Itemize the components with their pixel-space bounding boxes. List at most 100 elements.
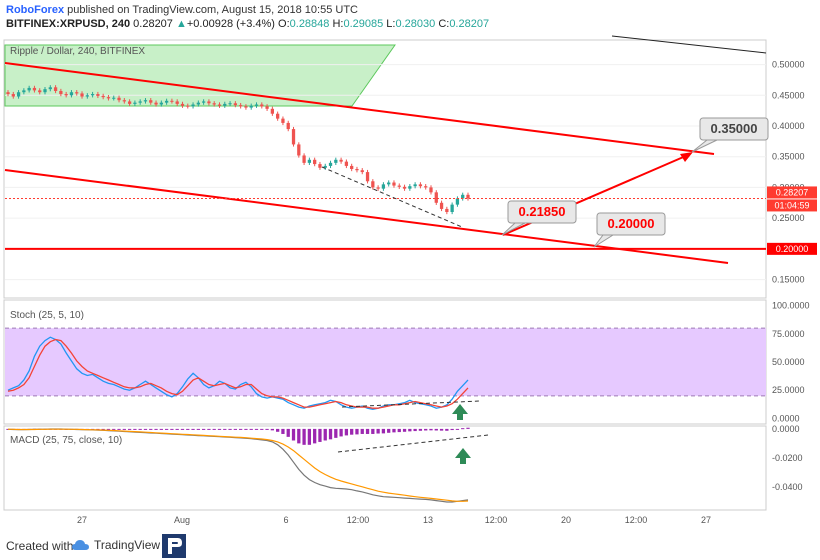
candle-body[interactable] — [85, 95, 89, 97]
candle-body[interactable] — [397, 185, 401, 187]
candle-body[interactable] — [117, 97, 121, 101]
candle-body[interactable] — [418, 184, 423, 187]
candle-body[interactable] — [344, 161, 349, 166]
candle-body[interactable] — [328, 162, 333, 166]
candle-body[interactable] — [239, 105, 243, 107]
candle-body[interactable] — [96, 94, 100, 96]
candle-body[interactable] — [75, 92, 79, 94]
candle-body[interactable] — [339, 159, 343, 162]
candle-body[interactable] — [217, 104, 222, 106]
candle-body[interactable] — [180, 103, 185, 106]
trading-chart[interactable]: 0.21850 0.20000 0.35000 0.50000 0.45000 0.… — [0, 34, 820, 530]
candle-body[interactable] — [53, 87, 58, 91]
candle-body[interactable] — [249, 105, 253, 108]
candle-body[interactable] — [6, 92, 10, 95]
candle-body[interactable] — [434, 192, 438, 203]
candle-body[interactable] — [143, 100, 148, 102]
candle-body[interactable] — [461, 194, 465, 199]
upper-resistance-line[interactable] — [611, 35, 767, 54]
candle-body[interactable] — [376, 187, 380, 189]
callout-020000[interactable]: 0.20000 — [593, 212, 666, 248]
candle-body[interactable] — [450, 204, 454, 212]
candle-body[interactable] — [112, 97, 116, 99]
candle-body[interactable] — [11, 94, 15, 97]
candle-body[interactable] — [365, 172, 370, 182]
candle-body[interactable] — [191, 104, 195, 107]
candle-body[interactable] — [196, 102, 200, 105]
candle-body[interactable] — [413, 184, 417, 187]
candle-body[interactable] — [270, 108, 275, 114]
candle-body[interactable] — [186, 105, 190, 107]
candle-body[interactable] — [22, 90, 26, 93]
candle-body[interactable] — [291, 129, 296, 145]
candle-body[interactable] — [381, 184, 386, 189]
candle-body[interactable] — [43, 89, 47, 93]
candle-body[interactable] — [265, 106, 269, 109]
candle-body[interactable] — [424, 186, 428, 188]
time-axis[interactable]: 27 Aug 6 12:00 13 12:00 20 12:00 27 — [77, 515, 711, 525]
candle-body[interactable] — [402, 186, 407, 189]
candle-body[interactable] — [387, 182, 391, 185]
candle-body[interactable] — [244, 106, 248, 108]
macd-axis[interactable]: 0.0000 -0.0200 -0.0400 — [772, 424, 803, 492]
candle-body[interactable] — [334, 159, 338, 163]
candle-body[interactable] — [27, 87, 31, 91]
candle-body[interactable] — [149, 100, 153, 103]
candle-body[interactable] — [16, 92, 21, 97]
candle-body[interactable] — [80, 93, 84, 97]
candle-body[interactable] — [223, 103, 227, 106]
candle-body[interactable] — [175, 101, 179, 104]
candle-body[interactable] — [439, 202, 444, 209]
candle-body[interactable] — [133, 102, 137, 104]
tradingview-logo[interactable]: TradingView — [72, 538, 160, 552]
candle-body[interactable] — [286, 122, 290, 130]
candle-body[interactable] — [69, 92, 74, 96]
candle-body[interactable] — [302, 155, 306, 163]
candle-body[interactable] — [307, 159, 312, 163]
candle-body[interactable] — [59, 90, 63, 95]
candle-body[interactable] — [254, 104, 259, 106]
stoch-axis[interactable]: 100.0000 75.0000 50.0000 25.0000 0.0000 — [772, 301, 810, 424]
candle-body[interactable] — [207, 101, 211, 104]
descending-channel-top[interactable] — [4, 62, 715, 155]
candle-body[interactable] — [350, 165, 354, 169]
candle-body[interactable] — [32, 87, 37, 91]
candle-body[interactable] — [90, 94, 95, 96]
candle-body[interactable] — [276, 113, 280, 119]
candle-body[interactable] — [323, 165, 327, 168]
candle-body[interactable] — [164, 100, 169, 103]
candle-body[interactable] — [281, 118, 285, 123]
callout-035000[interactable]: 0.35000 — [691, 117, 769, 153]
candle-body[interactable] — [429, 187, 433, 193]
candle-body[interactable] — [106, 97, 111, 99]
candle-body[interactable] — [445, 208, 449, 212]
candle-body[interactable] — [159, 102, 163, 105]
candle-body[interactable] — [154, 102, 158, 105]
candle-body[interactable] — [360, 170, 364, 173]
candle-body[interactable] — [466, 194, 470, 199]
candle-body[interactable] — [392, 182, 396, 186]
candle-body[interactable] — [318, 164, 322, 168]
candle-body[interactable] — [408, 186, 412, 189]
candle-body[interactable] — [371, 181, 375, 188]
candle-body[interactable] — [313, 159, 317, 165]
candle-body[interactable] — [64, 94, 68, 96]
candle-body[interactable] — [138, 101, 142, 103]
candle-body[interactable] — [212, 103, 216, 105]
callout-021850[interactable]: 0.21850 — [501, 200, 577, 236]
candle-body[interactable] — [127, 101, 132, 104]
descending-channel-bottom[interactable] — [4, 169, 729, 264]
candle-body[interactable] — [228, 103, 232, 105]
candle-body[interactable] — [233, 103, 237, 106]
candle-body[interactable] — [122, 100, 126, 102]
candle-body[interactable] — [38, 90, 42, 93]
candle-body[interactable] — [48, 87, 52, 90]
candle-body[interactable] — [260, 104, 264, 107]
candle-body[interactable] — [170, 100, 174, 102]
candle-body[interactable] — [201, 101, 206, 103]
roboforex-logo-icon[interactable] — [162, 534, 186, 558]
candle-body[interactable] — [101, 95, 105, 98]
macd-pane[interactable] — [3, 425, 767, 511]
candle-body[interactable] — [355, 169, 359, 171]
candle-body[interactable] — [297, 144, 301, 156]
